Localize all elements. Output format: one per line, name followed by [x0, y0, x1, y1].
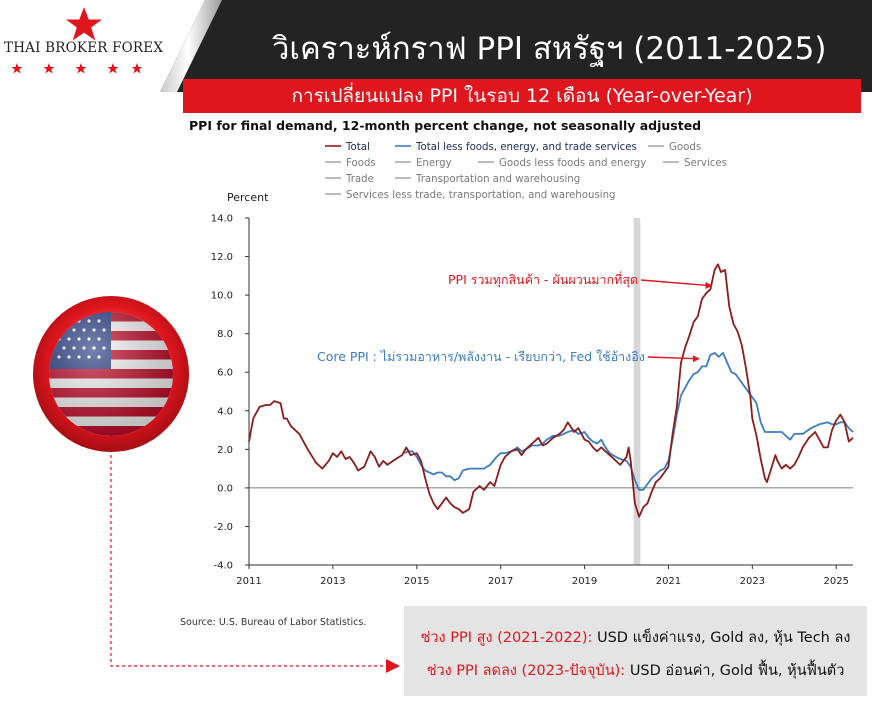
ppi-line-chart: PPI for final demand, 12-month percent c…	[189, 118, 854, 587]
y-axis-label: Percent	[227, 191, 269, 204]
legend-label: Foods	[346, 158, 376, 169]
y-tick-label: -4.0	[213, 561, 233, 572]
arrow-right-icon	[386, 659, 400, 673]
x-tick-label: 2017	[488, 576, 513, 587]
series-total-line	[248, 263, 854, 518]
impact-high-ppi: ช่วง PPI สูง (2021-2022): USD แข็งค่าแรง…	[404, 626, 867, 649]
brand-stars	[12, 63, 142, 74]
series-core-line	[403, 352, 854, 491]
legend-label: Trade	[345, 174, 374, 185]
x-tick-label: 2023	[740, 576, 765, 587]
x-tick-label: 2025	[823, 576, 848, 587]
recession-shade	[633, 218, 641, 565]
y-tick-label: 14.0	[211, 214, 233, 225]
star-logo-icon	[66, 7, 102, 41]
annotation-total: PPI รวมทุกสินค้า - ผันผวนมากที่สุด	[448, 271, 638, 288]
annotation-core: Core PPI : ไม่รวมอาหาร/พลังงาน - เรียบกว…	[317, 349, 645, 364]
impact-high-label: ช่วง PPI สูง (2021-2022):	[420, 630, 593, 646]
legend-label: Transportation and warehousing	[415, 174, 580, 185]
x-tick-label: 2019	[572, 576, 597, 587]
y-tick-label: 4.0	[217, 406, 233, 417]
subtitle-banner: การเปลี่ยนแปลง PPI ในรอบ 12 เดือน (Year-…	[183, 79, 861, 113]
y-tick-label: 6.0	[217, 368, 233, 379]
y-tick-label: 12.0	[211, 252, 233, 263]
brand-name: THAI BROKER FOREX	[4, 40, 164, 56]
legend-label: Goods less foods and energy	[499, 158, 646, 169]
y-tick-label: 8.0	[217, 329, 233, 340]
page-subtitle: การเปลี่ยนแปลง PPI ในรอบ 12 เดือน (Year-…	[291, 85, 753, 107]
x-tick-label: 2015	[404, 576, 429, 587]
x-tick-label: 2021	[656, 576, 681, 587]
chart-title: PPI for final demand, 12-month percent c…	[189, 118, 701, 133]
legend-label: Energy	[416, 158, 452, 169]
legend-label: Services less trade, transportation, and…	[346, 190, 616, 201]
y-tick-label: 2.0	[217, 445, 233, 456]
impact-low-label: ช่วง PPI ลดลง (2023-ปัจจุบัน):	[426, 663, 626, 679]
x-tick-label: 2013	[320, 576, 345, 587]
legend-label: Goods	[669, 142, 701, 153]
x-tick-label: 2011	[236, 576, 261, 587]
impact-low-ppi: ช่วง PPI ลดลง (2023-ปัจจุบัน): USD อ่อนค…	[404, 659, 867, 682]
y-tick-label: 0.0	[217, 483, 233, 494]
source-note: Source: U.S. Bureau of Labor Statistics.	[180, 617, 367, 628]
us-flag-icon	[33, 296, 189, 452]
y-tick-label: 10.0	[211, 291, 233, 302]
impact-low-text: USD อ่อนค่า, Gold ฟื้น, หุ้นฟื้นตัว	[629, 663, 845, 679]
market-impact-box: ช่วง PPI สูง (2021-2022): USD แข็งค่าแรง…	[404, 606, 867, 696]
arrow-right-icon	[705, 281, 713, 289]
legend-label: Total less foods, energy, and trade serv…	[415, 142, 637, 153]
annotation-arrow-line	[647, 356, 695, 360]
header-banner: THAI BROKER FOREX วิเคราะห์กราฟ PPI สหรั…	[0, 0, 872, 92]
y-tick-label: -2.0	[213, 522, 233, 533]
arrow-right-icon	[692, 355, 700, 363]
page-title: วิเคราะห์กราฟ PPI สหรัฐฯ (2011-2025)	[272, 31, 827, 67]
legend-label: Services	[684, 158, 727, 169]
impact-high-text: USD แข็งค่าแรง, Gold ลง, หุ้น Tech ลง	[596, 630, 851, 646]
legend-label: Total	[345, 142, 370, 153]
annotation-arrow-line	[641, 279, 708, 287]
